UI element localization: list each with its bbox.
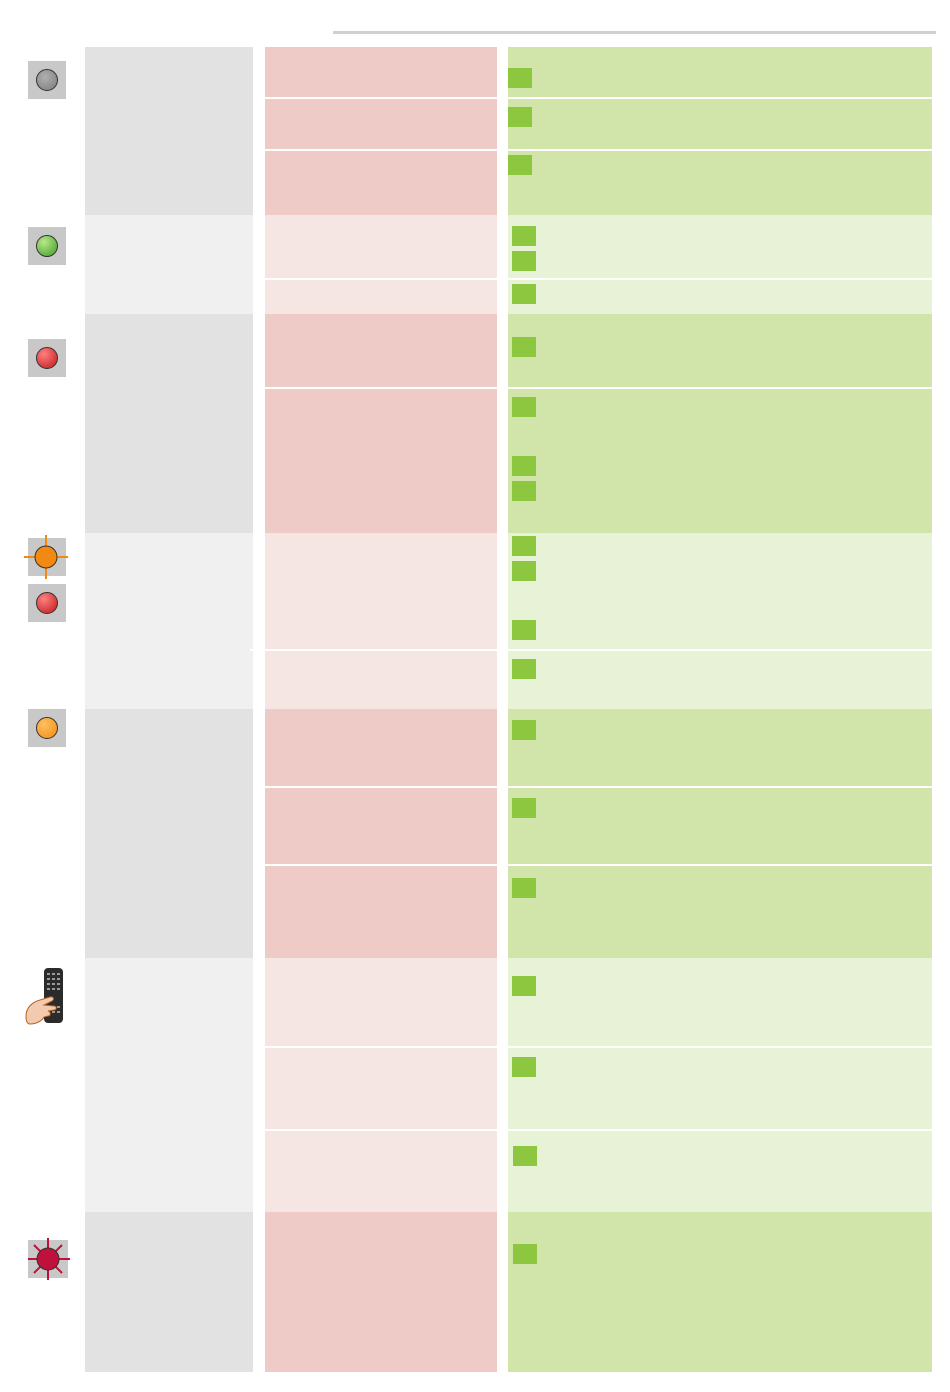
check-marker — [508, 68, 532, 88]
check-marker — [512, 878, 536, 898]
check-marker — [512, 1057, 536, 1077]
led-crimson-blinking-icon — [28, 1238, 70, 1280]
led-green-icon — [28, 227, 66, 265]
row-separator — [265, 387, 932, 389]
led-red-icon — [28, 339, 66, 377]
row-separator — [265, 149, 932, 151]
state-cell — [85, 47, 253, 215]
row-separator — [250, 649, 932, 651]
check-marker — [512, 720, 536, 740]
led-off-icon — [28, 61, 66, 99]
cause-cell — [265, 47, 497, 215]
check-marker — [512, 456, 536, 476]
remedy-cell — [508, 709, 932, 958]
check-marker — [512, 798, 536, 818]
check-marker — [513, 1146, 537, 1166]
led-orange-icon — [28, 709, 66, 747]
check-marker — [508, 155, 532, 175]
row-separator — [265, 1129, 932, 1131]
check-marker — [512, 397, 536, 417]
state-cell — [85, 958, 253, 1212]
state-cell — [85, 533, 253, 709]
state-cell — [85, 215, 253, 314]
remote-control-hand-icon — [24, 966, 66, 1026]
remedy-cell — [508, 47, 932, 215]
check-marker — [513, 1244, 537, 1264]
row-separator — [265, 97, 932, 99]
remedy-cell — [508, 1212, 932, 1372]
check-marker — [508, 107, 532, 127]
check-marker — [512, 620, 536, 640]
led-red-icon — [28, 584, 66, 622]
check-marker — [512, 251, 536, 271]
cause-cell — [265, 215, 497, 314]
check-marker — [512, 337, 536, 357]
check-marker — [512, 561, 536, 581]
check-marker — [512, 659, 536, 679]
remedy-cell — [508, 215, 932, 314]
cause-cell — [265, 314, 497, 533]
remedy-cell — [508, 533, 932, 709]
row-separator — [265, 278, 932, 280]
row-separator — [265, 786, 932, 788]
check-marker — [512, 284, 536, 304]
cause-cell — [265, 958, 497, 1212]
check-marker — [512, 976, 536, 996]
check-marker — [512, 481, 536, 501]
check-marker — [512, 226, 536, 246]
header-rule — [333, 31, 936, 34]
state-cell — [85, 314, 253, 533]
state-cell — [85, 709, 253, 958]
cause-cell — [265, 1212, 497, 1372]
remedy-cell — [508, 958, 932, 1212]
row-separator — [265, 864, 932, 866]
remedy-cell — [508, 314, 932, 533]
check-marker — [512, 536, 536, 556]
state-cell — [85, 1212, 253, 1372]
led-orange-blinking-icon — [24, 535, 68, 579]
cause-cell — [265, 533, 497, 709]
row-separator — [265, 1046, 932, 1048]
cause-cell — [265, 709, 497, 958]
